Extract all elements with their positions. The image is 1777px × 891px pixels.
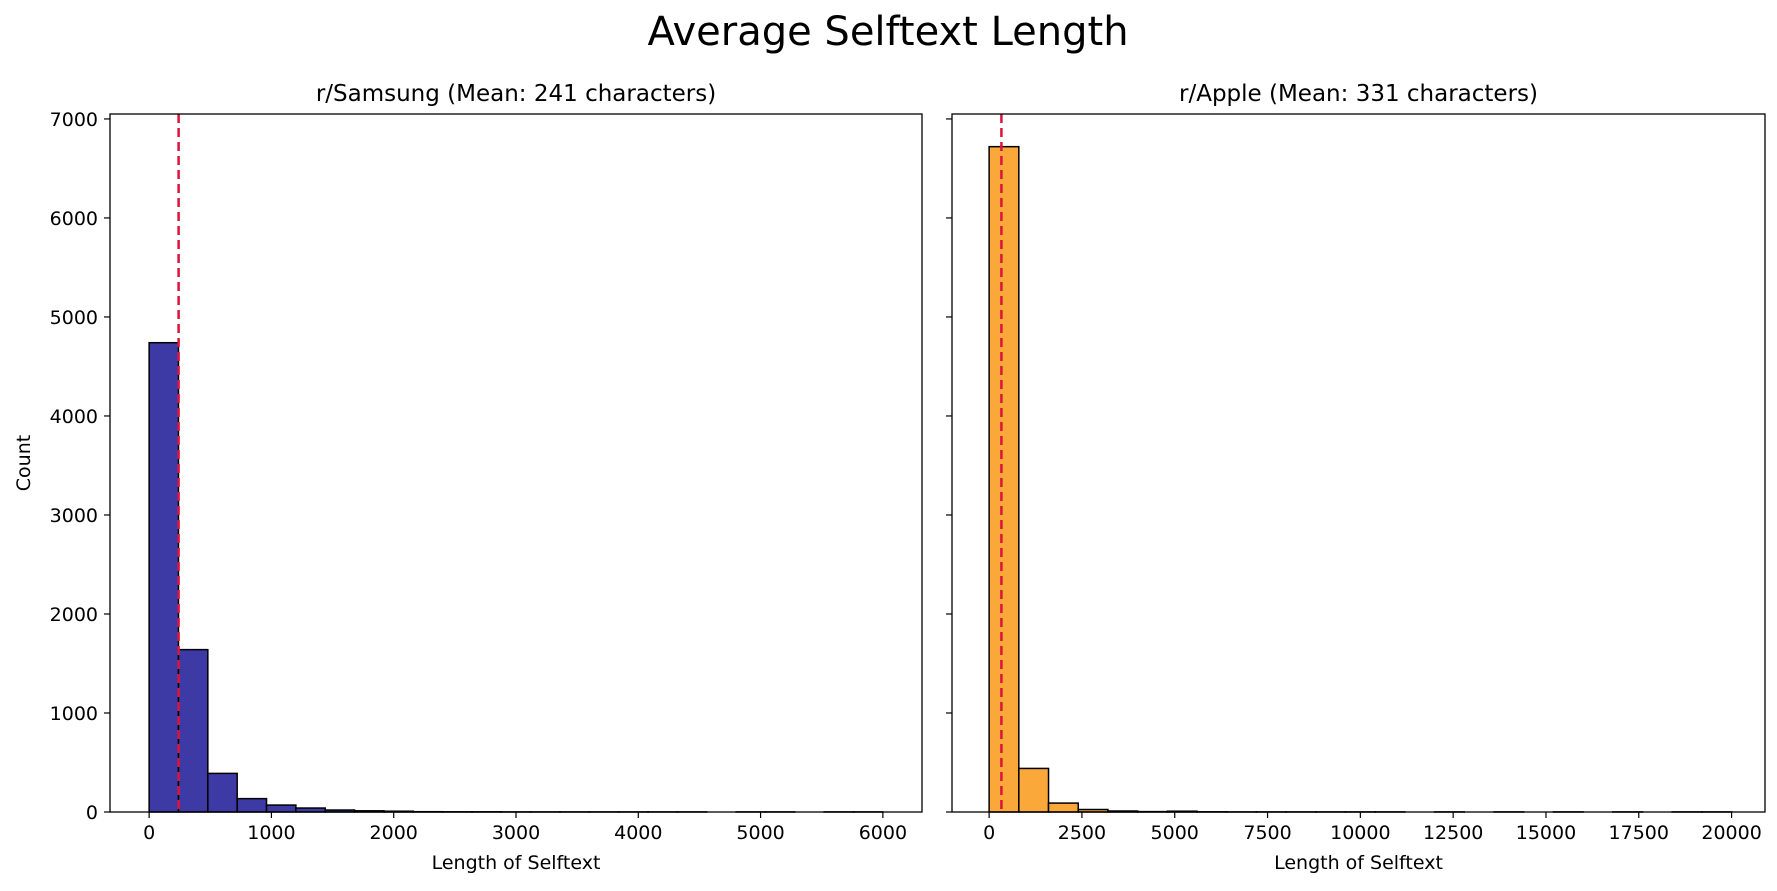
x-tick-label-1-2: 1000	[247, 822, 295, 844]
y-tick-label-1-1: 0	[86, 802, 98, 824]
bar-2-3	[1049, 803, 1079, 812]
x-tick-label-2-2: 2500	[1058, 822, 1106, 844]
bar-1-2	[178, 650, 207, 812]
bar-1-5	[267, 805, 296, 812]
x-tick-label-1-4: 3000	[492, 822, 540, 844]
y-tick-label-1-7: 6000	[50, 208, 98, 230]
x-tick-label-2-7: 15000	[1516, 822, 1576, 844]
y-tick-label-1-4: 3000	[50, 505, 98, 527]
x-tick-label-1-3: 2000	[370, 822, 418, 844]
y-tick-label-1-8: 7000	[50, 109, 98, 131]
bar-1-1	[149, 343, 178, 812]
x-tick-label-1-7: 6000	[859, 822, 907, 844]
panel-1: 0 1000 2000 3000 4000 5000 6000 0 1000 2000 3000 40…	[13, 81, 922, 874]
x-tick-label-2-4: 7500	[1243, 822, 1291, 844]
axes-frame-2	[952, 114, 1765, 812]
x-tick-label-2-3: 5000	[1151, 822, 1199, 844]
y-axis-label-1: Count	[13, 435, 35, 491]
x-axis-label-2: Length of Selftext	[1274, 852, 1443, 874]
figure-title: Average Selftext Length	[647, 9, 1128, 55]
axes-frame-1	[110, 114, 922, 812]
panel-title-1: r/Samsung (Mean: 241 characters)	[316, 81, 716, 107]
y-tick-label-1-5: 4000	[50, 406, 98, 428]
bar-1-3	[208, 773, 237, 812]
panel-2: 0 2500 5000 7500 10000 12500 15000 17500 20000 r/…	[946, 81, 1765, 874]
x-tick-label-1-1: 0	[143, 822, 155, 844]
x-tick-label-2-9: 20000	[1701, 822, 1761, 844]
x-tick-label-1-6: 5000	[736, 822, 784, 844]
x-tick-label-2-1: 0	[983, 822, 995, 844]
x-tick-label-2-8: 17500	[1609, 822, 1669, 844]
y-tick-label-1-3: 2000	[50, 604, 98, 626]
bar-1-4	[237, 799, 266, 812]
y-tick-label-1-2: 1000	[50, 703, 98, 725]
y-tick-label-1-6: 5000	[50, 307, 98, 329]
bar-2-2	[1019, 768, 1049, 812]
bar-2-1	[989, 147, 1019, 812]
x-tick-label-2-6: 12500	[1423, 822, 1483, 844]
panel-title-2: r/Apple (Mean: 331 characters)	[1179, 81, 1538, 107]
x-tick-label-1-5: 4000	[614, 822, 662, 844]
x-axis-label-1: Length of Selftext	[432, 852, 601, 874]
x-tick-label-2-5: 10000	[1330, 822, 1390, 844]
